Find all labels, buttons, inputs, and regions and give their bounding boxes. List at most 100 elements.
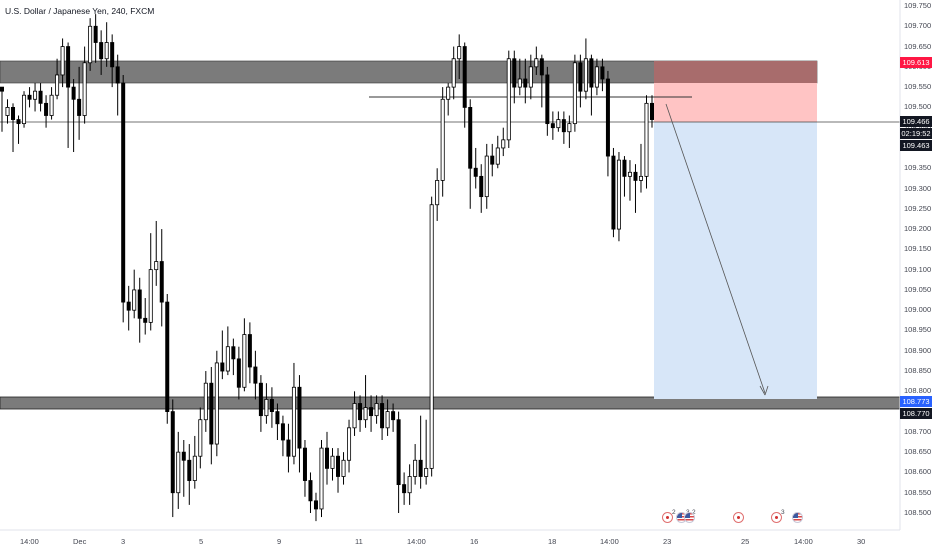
us-flag-icon[interactable] xyxy=(792,512,803,523)
candle-body xyxy=(247,334,252,368)
candle-body xyxy=(539,58,544,76)
candle-body xyxy=(473,167,478,177)
price-axis-label: 109.000 xyxy=(904,305,932,315)
time-label: 18 xyxy=(548,537,557,546)
candle-body xyxy=(468,107,473,169)
candle-body xyxy=(594,66,599,88)
us-flag-icon[interactable] xyxy=(684,512,695,523)
time-label: 23 xyxy=(663,537,672,546)
candle-body xyxy=(391,411,396,421)
candle-body xyxy=(104,42,109,60)
price-axis-label: 108.850 xyxy=(904,366,932,376)
candle-body xyxy=(242,334,247,388)
projection-arrow[interactable] xyxy=(665,103,766,394)
time-label: Dec xyxy=(73,537,87,546)
candle-body xyxy=(187,459,192,481)
candle-body xyxy=(457,46,462,60)
candle-body xyxy=(385,411,390,429)
candle-body xyxy=(71,86,76,100)
candle-body xyxy=(253,366,258,384)
candle-body xyxy=(33,90,38,100)
candle-body xyxy=(154,261,159,271)
candle-body xyxy=(5,107,10,116)
candle-body xyxy=(605,78,610,157)
candle-body xyxy=(534,58,539,68)
candle-body xyxy=(110,42,115,68)
candle-body xyxy=(275,411,280,425)
candle-body xyxy=(82,62,87,116)
price-axis-label: 108.500 xyxy=(904,508,932,517)
stop-price-label: 108.773 xyxy=(900,396,932,407)
economic-event-icon[interactable] xyxy=(733,512,744,523)
candle-body xyxy=(506,58,511,141)
candle-body xyxy=(545,74,550,125)
candle-body xyxy=(324,447,329,469)
candle-body xyxy=(380,403,385,429)
candle-body xyxy=(550,123,555,129)
candle-body xyxy=(600,66,605,80)
time-label: 14:00 xyxy=(20,537,39,546)
candle-body xyxy=(352,403,357,429)
candle-body xyxy=(308,480,313,502)
time-label: 25 xyxy=(741,537,750,546)
candle-body xyxy=(148,269,153,323)
candle-body xyxy=(99,42,104,60)
price-axis-label: 108.950 xyxy=(904,325,932,335)
candlestick-series[interactable] xyxy=(0,14,655,522)
candle-body xyxy=(181,451,186,461)
candle-body xyxy=(44,102,49,116)
economic-event-icon[interactable] xyxy=(771,512,782,523)
candle-body xyxy=(88,25,93,64)
candle-body xyxy=(27,94,32,100)
candle-body xyxy=(11,107,16,120)
price-axis-label: 109.150 xyxy=(904,244,932,254)
candle-body xyxy=(644,102,649,177)
candle-body xyxy=(165,301,170,413)
price-axis-label: 108.700 xyxy=(904,426,932,436)
price-axis-label: 109.550 xyxy=(904,82,932,92)
target-price-label: 109.613 xyxy=(900,57,932,68)
candle-body xyxy=(66,46,71,88)
candle-body xyxy=(523,78,528,88)
price-axis-label: 109.300 xyxy=(904,183,932,193)
take-profit-zone[interactable] xyxy=(654,122,817,399)
candle-body xyxy=(132,289,137,311)
candle-body xyxy=(209,382,214,445)
price-axis-label: 109.250 xyxy=(904,203,932,213)
economic-event-icon[interactable] xyxy=(662,512,673,523)
price-axis-label: 108.650 xyxy=(904,447,932,457)
candle-body xyxy=(402,484,407,494)
candle-body xyxy=(60,46,65,76)
candle-body xyxy=(280,423,285,441)
candle-body xyxy=(418,459,423,477)
candle-body xyxy=(490,155,495,165)
time-label: 14:00 xyxy=(794,537,813,546)
candle-body xyxy=(407,476,412,494)
projection-arrow-head xyxy=(759,385,769,396)
time-label: 16 xyxy=(470,537,479,546)
candle-body xyxy=(578,62,583,92)
candle-body xyxy=(363,407,368,421)
candle-body xyxy=(264,399,269,417)
candle-body xyxy=(159,261,164,303)
candle-body xyxy=(369,407,374,417)
price-axis-label: 108.800 xyxy=(904,386,932,396)
price-axis-label: 109.200 xyxy=(904,224,932,234)
candle-body xyxy=(358,403,363,421)
candle-body xyxy=(198,419,203,457)
bid-price-label: 109.463 xyxy=(900,140,932,151)
candle-body xyxy=(115,66,120,84)
support-price-label: 108.770 xyxy=(900,408,932,419)
candle-body xyxy=(517,78,522,88)
candle-body xyxy=(297,386,302,449)
candle-body xyxy=(236,358,241,388)
candle-body xyxy=(126,301,131,311)
price-axis-label: 109.450 xyxy=(904,123,931,132)
candle-body xyxy=(583,58,588,92)
candle-body xyxy=(269,399,274,413)
candle-body xyxy=(16,119,21,125)
candle-body xyxy=(528,66,533,88)
candle-body xyxy=(589,58,594,88)
candle-body xyxy=(336,455,341,477)
